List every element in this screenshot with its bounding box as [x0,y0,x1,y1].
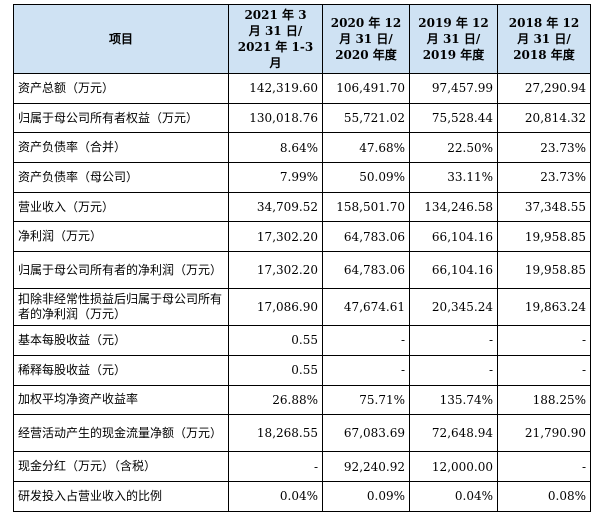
table-row: 归属于母公司所有者权益（万元） 130,018.76 55,721.02 75,… [13,102,591,134]
cell-value: - [409,354,498,386]
row-label: 加权平均净资产收益率 [13,384,229,416]
row-label: 稀释每股收益（元） [13,354,229,386]
cell-value: 27,290.94 [497,73,591,104]
cell-value: 21,790.90 [497,414,591,453]
row-label: 资产负债率（合并） [13,132,229,164]
table-row: 归属于母公司所有者的净利润（万元） 17,302.20 64,783.06 66… [13,251,591,290]
cell-value: 18,268.55 [228,414,323,453]
cell-value: 17,302.20 [228,251,323,290]
cell-value: 33.11% [409,162,498,193]
row-label: 经营活动产生的现金流量净额（万元） [13,414,229,453]
cell-value: 64,783.06 [322,251,410,290]
cell-value: 64,783.06 [322,221,410,253]
header-2020: 2020 年 12 月 31 日/ 2020 年度 [322,4,410,74]
cell-value: 92,240.92 [322,451,410,482]
row-label: 净利润（万元） [13,221,229,253]
table-row: 净利润（万元） 17,302.20 64,783.06 66,104.16 19… [13,221,591,253]
table-row: 现金分红（万元）（含税） - 92,240.92 12,000.00 - [13,451,591,482]
cell-value: 106,491.70 [322,73,410,104]
table-row: 资产总额（万元） 142,319.60 106,491.70 97,457.99… [13,73,591,104]
cell-value: 97,457.99 [409,73,498,104]
cell-value: 75,528.44 [409,102,498,134]
table-row: 稀释每股收益（元） 0.55 - - - [13,354,591,386]
cell-value: 75.71% [322,384,410,416]
row-label: 资产总额（万元） [13,73,229,104]
cell-value: 66,104.16 [409,251,498,290]
row-label: 营业收入（万元） [13,191,229,223]
cell-value: 7.99% [228,162,323,193]
cell-value: 50.09% [322,162,410,193]
cell-value: 134,246.58 [409,191,498,223]
cell-value: 142,319.60 [228,73,323,104]
row-label: 归属于母公司所有者权益（万元） [13,102,229,134]
cell-value: 0.55 [228,325,323,356]
header-2019: 2019 年 12 月 31 日/ 2019 年度 [409,4,498,74]
cell-value: - [497,451,591,482]
cell-value: 158,501.70 [322,191,410,223]
cell-value: 22.50% [409,132,498,164]
cell-value: 34,709.52 [228,191,323,223]
table-row: 加权平均净资产收益率 26.88% 75.71% 135.74% 188.25% [13,384,591,416]
cell-value: - [497,354,591,386]
cell-value: 17,086.90 [228,288,323,327]
header-2018: 2018 年 12 月 31 日/ 2018 年度 [497,4,591,74]
cell-value: 17,302.20 [228,221,323,253]
cell-value: 72,648.94 [409,414,498,453]
cell-value: - [409,325,498,356]
cell-value: - [228,451,323,482]
cell-value: 8.64% [228,132,323,164]
table-row: 基本每股收益（元） 0.55 - - - [13,325,591,356]
cell-value: 67,083.69 [322,414,410,453]
cell-value: 23.73% [497,162,591,193]
cell-value: 37,348.55 [497,191,591,223]
cell-value: 66,104.16 [409,221,498,253]
cell-value: 188.25% [497,384,591,416]
cell-value: 0.55 [228,354,323,386]
table-row: 营业收入（万元） 34,709.52 158,501.70 134,246.58… [13,191,591,223]
row-label: 基本每股收益（元） [13,325,229,356]
cell-value: 20,814.32 [497,102,591,134]
table-row: 扣除非经常性损益后归属于母公司所有者的净利润（万元） 17,086.90 47,… [13,288,591,327]
row-label: 资产负债率（母公司） [13,162,229,193]
cell-value: 26.88% [228,384,323,416]
cell-value: 47.68% [322,132,410,164]
cell-value: 12,000.00 [409,451,498,482]
cell-value: - [497,325,591,356]
cell-value: 19,863.24 [497,288,591,327]
cell-value: - [322,325,410,356]
cell-value: 130,018.76 [228,102,323,134]
cell-value: 19,958.85 [497,221,591,253]
row-label: 归属于母公司所有者的净利润（万元） [13,251,229,290]
header-item: 项目 [13,4,229,74]
cell-value: 20,345.24 [409,288,498,327]
cell-value: 19,958.85 [497,251,591,290]
cell-value: 23.73% [497,132,591,164]
cell-value: - [322,354,410,386]
header-2021q1: 2021 年 3 月 31 日/ 2021 年 1-3 月 [228,4,323,74]
table-row: 资产负债率（合并） 8.64% 47.68% 22.50% 23.73% [13,132,591,164]
header-row: 项目 2021 年 3 月 31 日/ 2021 年 1-3 月 2020 年 … [13,4,591,74]
financial-summary-table: 项目 2021 年 3 月 31 日/ 2021 年 1-3 月 2020 年 … [13,4,591,512]
table-row: 资产负债率（母公司） 7.99% 50.09% 33.11% 23.73% [13,162,591,193]
table-row: 经营活动产生的现金流量净额（万元） 18,268.55 67,083.69 72… [13,414,591,453]
cell-value: 135.74% [409,384,498,416]
cell-value: 47,674.61 [322,288,410,327]
row-label: 现金分红（万元）（含税） [13,451,229,482]
cell-value: 55,721.02 [322,102,410,134]
row-label: 扣除非经常性损益后归属于母公司所有者的净利润（万元） [13,288,229,327]
